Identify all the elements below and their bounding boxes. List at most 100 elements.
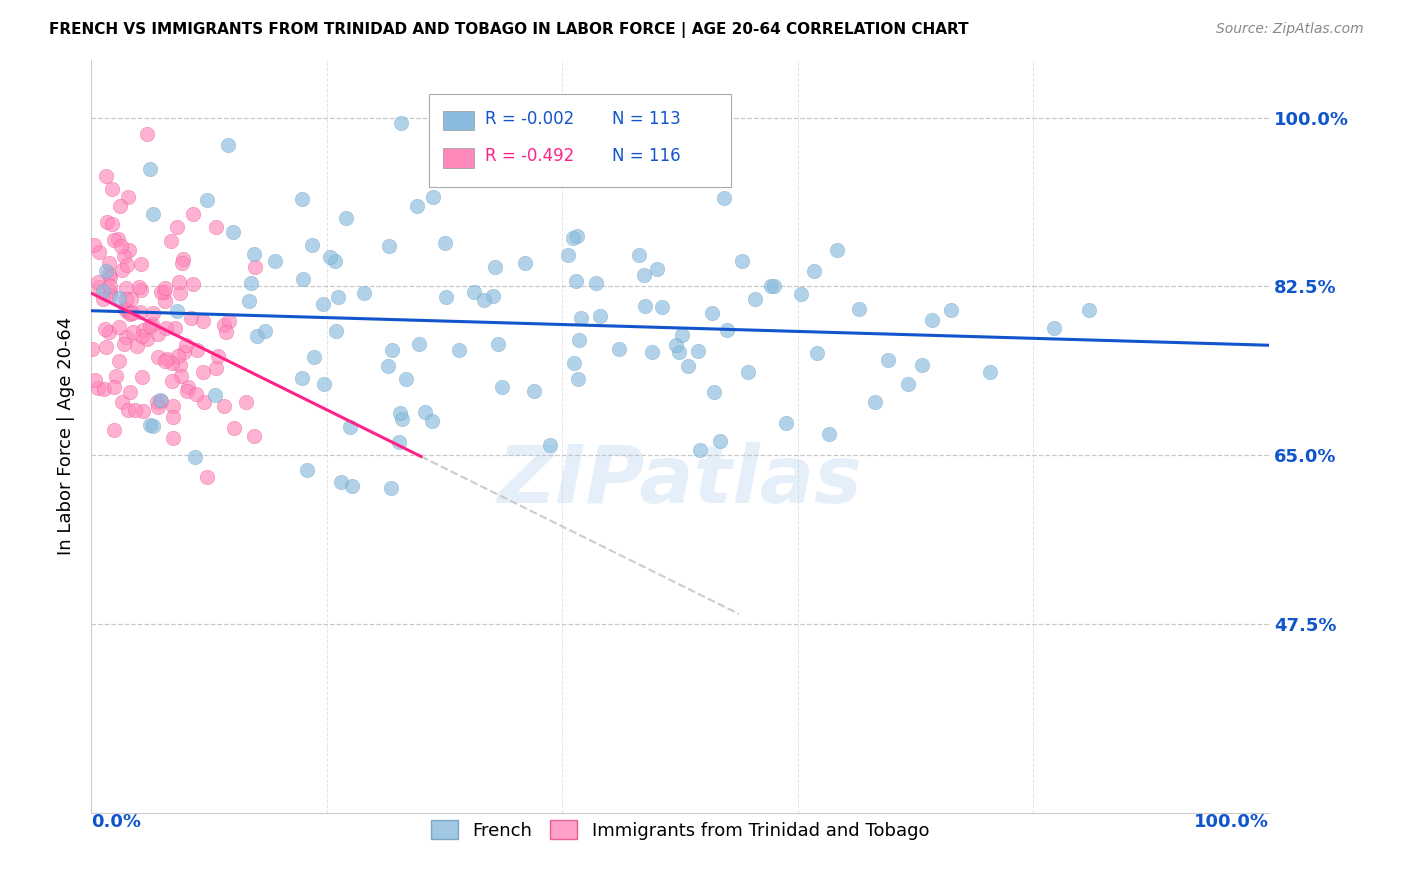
Point [112, 249, 135, 263]
Point [474, 293, 496, 308]
Point [415, 405, 437, 419]
Point [142, 306, 165, 320]
Point [633, 268, 655, 282]
Point [110, 239, 132, 253]
Point [162, 431, 184, 445]
Point [395, 371, 418, 385]
Point [217, 138, 239, 153]
Point [291, 371, 314, 385]
Point [212, 318, 235, 333]
Point [97, 255, 120, 269]
Point [96, 340, 118, 354]
Point [121, 325, 143, 339]
Point [641, 345, 664, 359]
Point [689, 442, 711, 457]
Point [388, 407, 411, 421]
Point [172, 256, 194, 270]
Point [377, 359, 399, 374]
Point [160, 234, 183, 248]
Point [91, 284, 114, 298]
Point [568, 334, 591, 348]
Point [716, 323, 738, 337]
Point [173, 345, 195, 359]
Point [789, 287, 811, 301]
Point [645, 262, 668, 277]
Point [702, 305, 724, 319]
Point [96, 264, 118, 278]
Point [156, 351, 179, 366]
Point [291, 272, 314, 286]
Point [181, 277, 204, 291]
Text: N = 116: N = 116 [612, 147, 681, 165]
Point [222, 421, 245, 435]
Point [731, 253, 754, 268]
Point [98, 269, 121, 284]
Point [848, 302, 870, 317]
Point [263, 254, 285, 268]
Point [139, 162, 162, 177]
Point [170, 368, 193, 383]
Point [204, 388, 226, 402]
Point [312, 296, 335, 310]
Point [129, 283, 152, 297]
Point [240, 276, 263, 290]
Point [634, 299, 657, 313]
Point [111, 263, 134, 277]
Point [162, 410, 184, 425]
Point [195, 470, 218, 484]
Text: R = -0.002: R = -0.002 [485, 110, 574, 128]
Point [523, 384, 546, 398]
Point [162, 356, 184, 370]
Point [302, 350, 325, 364]
Point [243, 247, 266, 261]
Point [110, 198, 132, 212]
Point [876, 352, 898, 367]
Point [120, 293, 142, 307]
Point [108, 291, 131, 305]
Point [238, 293, 260, 308]
Point [111, 394, 134, 409]
Point [131, 404, 153, 418]
Point [169, 286, 191, 301]
Point [713, 191, 735, 205]
Point [665, 337, 688, 351]
Point [98, 288, 121, 302]
Point [433, 235, 456, 250]
Point [80, 342, 103, 356]
Point [103, 424, 125, 438]
Point [148, 401, 170, 415]
Point [129, 257, 152, 271]
Point [389, 116, 412, 130]
Point [565, 274, 588, 288]
Point [671, 327, 693, 342]
Point [163, 321, 186, 335]
Point [197, 193, 219, 207]
Point [325, 324, 347, 338]
Point [104, 369, 127, 384]
Point [330, 475, 353, 489]
Point [205, 361, 228, 376]
Point [142, 207, 165, 221]
Point [491, 380, 513, 394]
Point [120, 307, 142, 321]
Point [686, 343, 709, 358]
Point [115, 292, 138, 306]
Point [183, 450, 205, 465]
Point [301, 238, 323, 252]
Point [118, 305, 141, 319]
Point [96, 215, 118, 229]
Point [825, 243, 848, 257]
Point [291, 192, 314, 206]
Point [513, 256, 536, 270]
Point [174, 338, 197, 352]
Point [98, 284, 121, 298]
Point [538, 438, 561, 452]
Point [565, 228, 588, 243]
Point [184, 387, 207, 401]
Point [89, 280, 111, 294]
Point [117, 304, 139, 318]
Point [486, 337, 509, 351]
Point [817, 426, 839, 441]
Point [215, 325, 238, 339]
Point [87, 244, 110, 259]
